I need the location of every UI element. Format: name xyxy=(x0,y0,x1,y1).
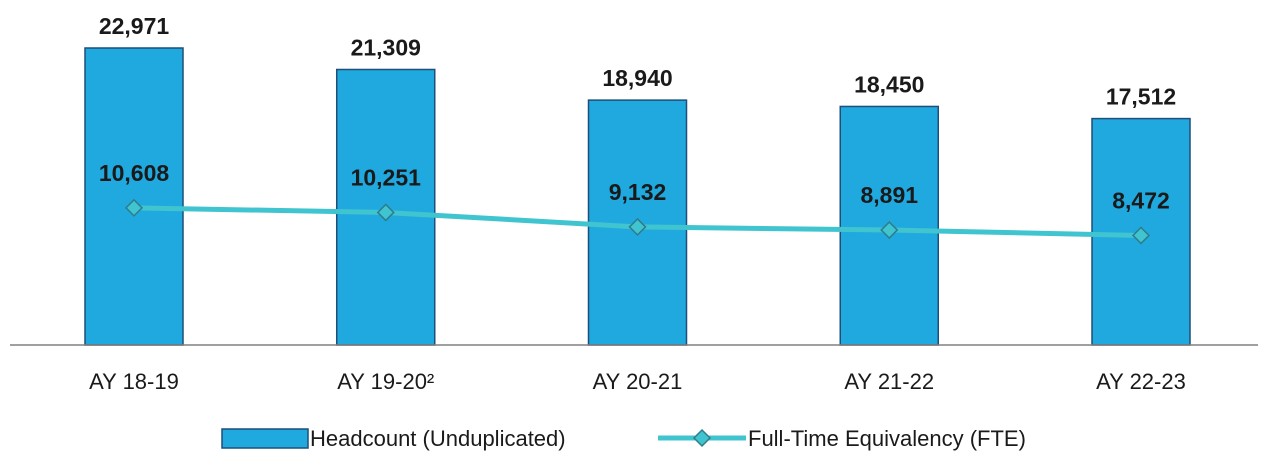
fte-marker xyxy=(376,203,395,222)
category-label: AY 19-20² xyxy=(337,369,434,394)
fte-data-label: 10,608 xyxy=(99,160,170,186)
category-axis-labels: AY 18-19 AY 19-20² AY 20-21 AY 21-22 AY 22-2… xyxy=(89,369,1186,394)
fte-marker xyxy=(880,220,899,240)
headcount-data-labels: 22,971 21,309 18,940 18,450 17,512 xyxy=(99,13,1176,110)
headcount-data-label: 21,309 xyxy=(351,34,421,60)
legend-label-headcount: Headcount (Unduplicated) xyxy=(310,426,566,451)
fte-marker xyxy=(628,217,647,236)
headcount-data-label: 17,512 xyxy=(1106,84,1176,110)
legend: Headcount (Unduplicated) Full-Time Equiv… xyxy=(221,426,1026,451)
legend-swatch-headcount xyxy=(221,428,309,449)
headcount-data-label: 18,940 xyxy=(602,65,672,91)
fte-data-label: 8,891 xyxy=(860,182,918,208)
category-label: AY 18-19 xyxy=(89,369,179,394)
fte-data-labels: 10,608 10,251 9,132 8,891 8,472 xyxy=(99,160,1170,214)
category-label: AY 21-22 xyxy=(844,369,934,394)
legend-label-fte: Full-Time Equivalency (FTE) xyxy=(748,426,1026,451)
headcount-data-label: 22,971 xyxy=(99,13,170,39)
fte-marker xyxy=(124,198,144,217)
category-label: AY 20-21 xyxy=(593,369,683,394)
fte-data-label: 9,132 xyxy=(609,179,667,205)
fte-series xyxy=(124,198,1151,245)
headcount-bar xyxy=(84,47,184,346)
fte-data-label: 10,251 xyxy=(351,164,422,190)
headcount-data-label: 18,450 xyxy=(854,71,924,97)
legend-swatch-fte-marker xyxy=(692,428,712,448)
category-label: AY 22-23 xyxy=(1096,369,1186,394)
fte-data-label: 8,472 xyxy=(1112,187,1170,213)
fte-marker xyxy=(1131,226,1151,245)
